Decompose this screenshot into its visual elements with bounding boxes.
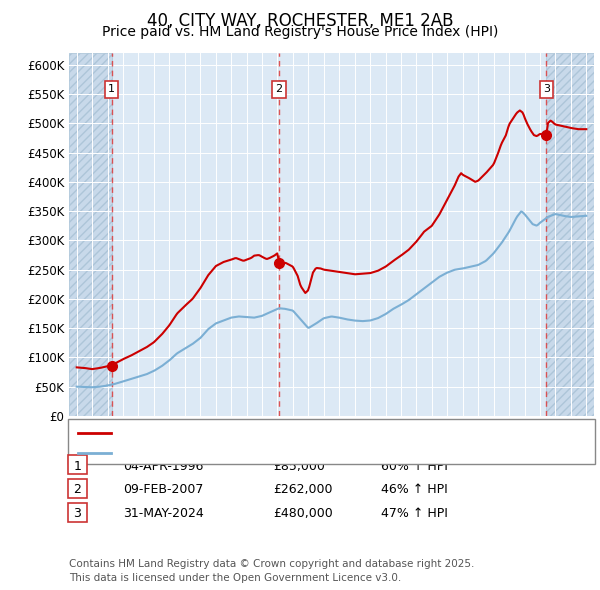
Text: 3: 3 bbox=[73, 507, 82, 520]
Text: 2: 2 bbox=[275, 84, 283, 94]
Text: 47% ↑ HPI: 47% ↑ HPI bbox=[381, 507, 448, 520]
Text: Price paid vs. HM Land Registry's House Price Index (HPI): Price paid vs. HM Land Registry's House … bbox=[102, 25, 498, 39]
Text: 31-MAY-2024: 31-MAY-2024 bbox=[123, 507, 204, 520]
Text: 2: 2 bbox=[73, 483, 82, 496]
Text: 09-FEB-2007: 09-FEB-2007 bbox=[123, 483, 203, 496]
Text: £85,000: £85,000 bbox=[273, 460, 325, 473]
Bar bbox=[69, 53, 112, 416]
Text: HPI: Average price, semi-detached house, Medway: HPI: Average price, semi-detached house,… bbox=[118, 446, 418, 459]
Text: 1: 1 bbox=[73, 460, 82, 473]
Text: 40, CITY WAY, ROCHESTER, ME1 2AB: 40, CITY WAY, ROCHESTER, ME1 2AB bbox=[147, 12, 453, 30]
Text: 3: 3 bbox=[543, 84, 550, 94]
Text: 60% ↑ HPI: 60% ↑ HPI bbox=[381, 460, 448, 473]
Text: 04-APR-1996: 04-APR-1996 bbox=[123, 460, 203, 473]
Text: £480,000: £480,000 bbox=[273, 507, 333, 520]
Text: 1: 1 bbox=[108, 84, 115, 94]
Text: Contains HM Land Registry data © Crown copyright and database right 2025.
This d: Contains HM Land Registry data © Crown c… bbox=[69, 559, 475, 583]
Text: £262,000: £262,000 bbox=[273, 483, 332, 496]
Text: 40, CITY WAY, ROCHESTER, ME1 2AB (semi-detached house): 40, CITY WAY, ROCHESTER, ME1 2AB (semi-d… bbox=[118, 426, 475, 439]
Bar bbox=[547, 53, 594, 416]
Text: 46% ↑ HPI: 46% ↑ HPI bbox=[381, 483, 448, 496]
